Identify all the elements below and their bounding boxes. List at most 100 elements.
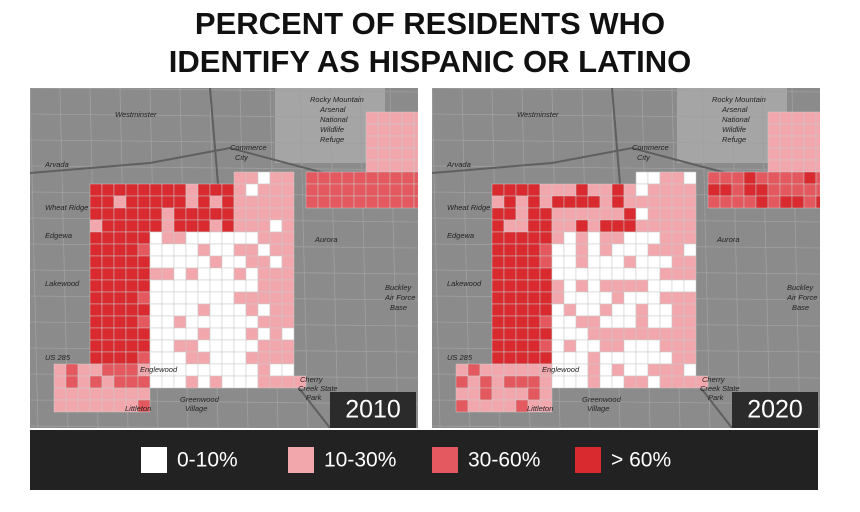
tract	[479, 387, 493, 401]
tract	[65, 387, 79, 401]
tract	[491, 375, 505, 389]
tract	[527, 243, 541, 257]
tract	[245, 267, 259, 281]
year-box	[330, 392, 416, 428]
tract	[365, 171, 379, 185]
tract	[149, 303, 163, 317]
tract	[503, 399, 517, 413]
tract	[221, 219, 235, 233]
tract	[659, 231, 673, 245]
tract	[173, 339, 187, 353]
tract	[791, 159, 805, 173]
tract	[671, 171, 685, 185]
tract	[149, 267, 163, 281]
tract	[401, 147, 415, 161]
tract	[281, 195, 295, 209]
road	[359, 88, 369, 428]
tract	[185, 255, 199, 269]
tract	[563, 195, 577, 209]
tract	[137, 267, 151, 281]
tract	[281, 243, 295, 257]
tract	[503, 279, 517, 293]
tract	[365, 183, 379, 197]
tract	[503, 387, 517, 401]
tract	[89, 195, 103, 209]
tract	[209, 207, 223, 221]
tract	[563, 243, 577, 257]
tract	[491, 351, 505, 365]
tract	[515, 303, 529, 317]
tract	[197, 243, 211, 257]
place-label: Wildlife	[320, 125, 344, 134]
tract	[149, 255, 163, 269]
tract	[413, 135, 418, 149]
tract	[455, 363, 469, 377]
tract	[137, 255, 151, 269]
road	[329, 88, 339, 428]
tract	[281, 375, 295, 389]
tract	[815, 111, 820, 125]
tract	[161, 315, 175, 329]
road	[432, 425, 665, 428]
tract	[209, 243, 223, 257]
tract	[647, 363, 661, 377]
tract	[503, 327, 517, 341]
tract	[269, 375, 283, 389]
tract	[257, 339, 271, 353]
tract	[623, 255, 637, 269]
tract	[245, 303, 259, 317]
tract	[539, 243, 553, 257]
tract	[221, 363, 235, 377]
tract	[245, 363, 259, 377]
tract	[539, 351, 553, 365]
tract	[647, 279, 661, 293]
tract	[731, 171, 745, 185]
tract	[221, 327, 235, 341]
tract	[197, 267, 211, 281]
tract	[707, 195, 721, 209]
tract	[197, 375, 211, 389]
tract	[551, 279, 565, 293]
tract	[647, 243, 661, 257]
tract	[563, 375, 577, 389]
tract	[779, 135, 793, 149]
tract	[587, 363, 601, 377]
tract	[209, 339, 223, 353]
tract	[197, 279, 211, 293]
tract	[209, 231, 223, 245]
tract	[563, 351, 577, 365]
tract	[623, 327, 637, 341]
place-label: US 285	[447, 353, 473, 362]
tract	[233, 291, 247, 305]
tract	[125, 363, 139, 377]
tract	[647, 327, 661, 341]
tract	[515, 255, 529, 269]
tract	[587, 219, 601, 233]
tract	[281, 255, 295, 269]
tract	[257, 255, 271, 269]
tract	[89, 219, 103, 233]
tract	[491, 219, 505, 233]
tract	[551, 327, 565, 341]
tract	[527, 219, 541, 233]
tract	[539, 255, 553, 269]
tract	[365, 123, 379, 137]
tract	[233, 327, 247, 341]
tract	[515, 195, 529, 209]
tract	[671, 195, 685, 209]
tract	[611, 243, 625, 257]
tract	[89, 279, 103, 293]
tract	[647, 315, 661, 329]
tract	[671, 255, 685, 269]
tract	[101, 207, 115, 221]
tract	[683, 255, 697, 269]
place-label: Englewood	[140, 365, 178, 374]
place-label: Arvada	[446, 160, 471, 169]
tract	[149, 279, 163, 293]
map-content: Westminster Rocky MountainArsenalNational…	[30, 88, 418, 428]
tract	[503, 351, 517, 365]
tract	[185, 243, 199, 257]
tract	[515, 243, 529, 257]
tract	[101, 339, 115, 353]
